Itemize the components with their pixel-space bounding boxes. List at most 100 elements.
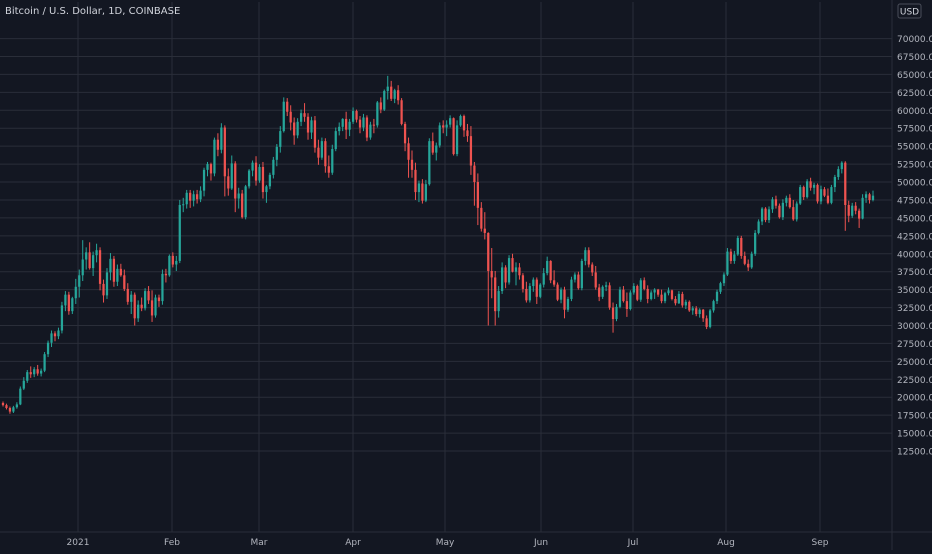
candle-body — [594, 272, 597, 288]
candle-body — [622, 289, 625, 302]
candle — [327, 155, 330, 178]
candle-body — [390, 86, 393, 99]
candle-body — [341, 118, 344, 127]
candle — [750, 251, 753, 269]
candle-body — [591, 264, 594, 273]
candle-body — [123, 275, 126, 289]
candle-body — [241, 193, 244, 218]
candle-body — [781, 202, 785, 218]
candle-body — [608, 285, 611, 308]
candle — [64, 291, 67, 312]
candle — [334, 127, 337, 152]
candle — [88, 242, 91, 270]
candle — [611, 302, 615, 333]
candle-body — [254, 162, 258, 181]
candle — [809, 177, 812, 191]
y-tick-label: 50000.00 — [897, 179, 932, 189]
y-tick-label: 55000.00 — [897, 143, 932, 153]
candle-body — [105, 272, 109, 296]
candle-body — [46, 342, 50, 355]
candle — [137, 300, 140, 322]
candle-body — [5, 405, 8, 408]
candle-body — [854, 205, 857, 211]
candle — [806, 179, 809, 199]
candle — [511, 253, 514, 273]
candle — [209, 162, 213, 181]
candle — [15, 402, 18, 409]
candle-body — [705, 318, 708, 327]
candle — [528, 283, 531, 303]
candle-body — [563, 289, 566, 310]
candle — [559, 287, 563, 304]
candle — [171, 252, 174, 268]
candle — [705, 315, 708, 330]
candle — [199, 186, 202, 203]
candle — [552, 270, 556, 287]
candle — [112, 255, 116, 287]
candle-body — [851, 205, 854, 216]
candle — [566, 296, 570, 312]
candle-body — [351, 111, 355, 122]
x-tick-label: Jun — [533, 538, 548, 548]
candle-body — [580, 260, 583, 289]
candle — [650, 290, 653, 301]
candle-body — [372, 124, 376, 126]
candle — [424, 179, 427, 203]
candle-body — [487, 232, 490, 271]
candle-body — [258, 166, 261, 181]
candle-body — [847, 204, 850, 216]
candle-body — [556, 284, 559, 300]
candle — [320, 137, 324, 160]
candle-body — [570, 279, 573, 299]
candle-body — [286, 101, 289, 112]
y-tick-label: 60000.00 — [897, 107, 932, 117]
candle-body — [812, 184, 816, 188]
candle-body — [788, 197, 791, 208]
candle-body — [722, 274, 726, 284]
candle-body — [414, 169, 417, 193]
candle — [490, 248, 493, 299]
candle-body — [29, 372, 32, 375]
candle-body — [532, 279, 535, 287]
candle-body — [490, 270, 493, 278]
candle-body — [95, 250, 98, 256]
candle-body — [164, 273, 168, 276]
x-tick-label: 2021 — [67, 538, 90, 548]
candle-body — [455, 125, 459, 155]
candle — [615, 303, 618, 322]
candle-body — [549, 260, 552, 281]
candle — [133, 292, 136, 326]
candle-body — [1, 402, 5, 406]
candle-body — [650, 292, 653, 299]
candle — [178, 199, 181, 264]
candle-body — [449, 118, 452, 125]
candle — [213, 137, 216, 177]
candle-body — [518, 267, 521, 276]
candle-body — [632, 286, 635, 293]
candle — [313, 116, 317, 153]
candle — [98, 247, 102, 291]
candle-body — [476, 182, 479, 208]
candle-body — [189, 192, 192, 201]
candle — [348, 118, 351, 137]
candle-body — [109, 258, 112, 273]
candle-body — [175, 260, 178, 265]
candle — [428, 138, 431, 186]
candle — [421, 179, 424, 204]
currency-badge[interactable]: USD — [897, 3, 922, 19]
candle — [736, 235, 739, 256]
x-tick-label: Sep — [812, 538, 829, 548]
candle — [341, 118, 344, 132]
candle — [608, 282, 611, 310]
candle — [126, 283, 129, 305]
candle — [507, 255, 511, 285]
candle — [303, 103, 306, 122]
candle — [355, 109, 358, 123]
candle — [143, 288, 147, 311]
y-tick-label: 25000.00 — [897, 358, 932, 368]
candle-body — [26, 372, 29, 381]
candle-body — [331, 149, 334, 173]
candle — [241, 189, 244, 219]
candle — [670, 289, 674, 301]
